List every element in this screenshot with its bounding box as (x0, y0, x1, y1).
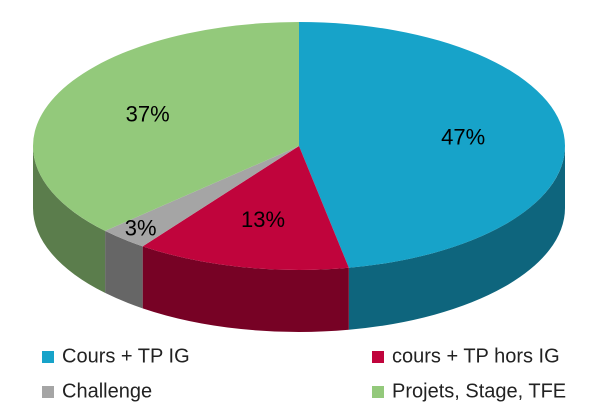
legend-swatch (372, 351, 384, 363)
data-labels: 47% 13% 3% 37% (125, 101, 485, 240)
pie-sides (33, 146, 565, 332)
legend: Cours + TP IG cours + TP hors IG Challenge… (42, 345, 566, 402)
pie-side (142, 246, 349, 332)
pie-slice (299, 22, 566, 268)
legend-swatch (372, 386, 384, 398)
pie-side (105, 230, 143, 309)
legend-label: Cours + TP IG (62, 345, 190, 367)
legend-swatch (42, 386, 54, 398)
pie-side (348, 146, 565, 330)
pie-slice (33, 22, 300, 231)
legend-label: Projets, Stage, TFE (392, 380, 566, 402)
legend-swatch (42, 351, 54, 363)
data-label: 13% (241, 207, 285, 232)
pie-slice (105, 146, 299, 247)
legend-label: Challenge (62, 380, 152, 402)
data-label: 3% (125, 216, 157, 241)
pie-slice (142, 146, 349, 270)
pie-side (33, 146, 106, 293)
data-label: 47% (441, 125, 485, 150)
data-label: 37% (126, 101, 170, 126)
legend-label: cours + TP hors IG (392, 345, 560, 367)
pie-tops (33, 22, 566, 270)
